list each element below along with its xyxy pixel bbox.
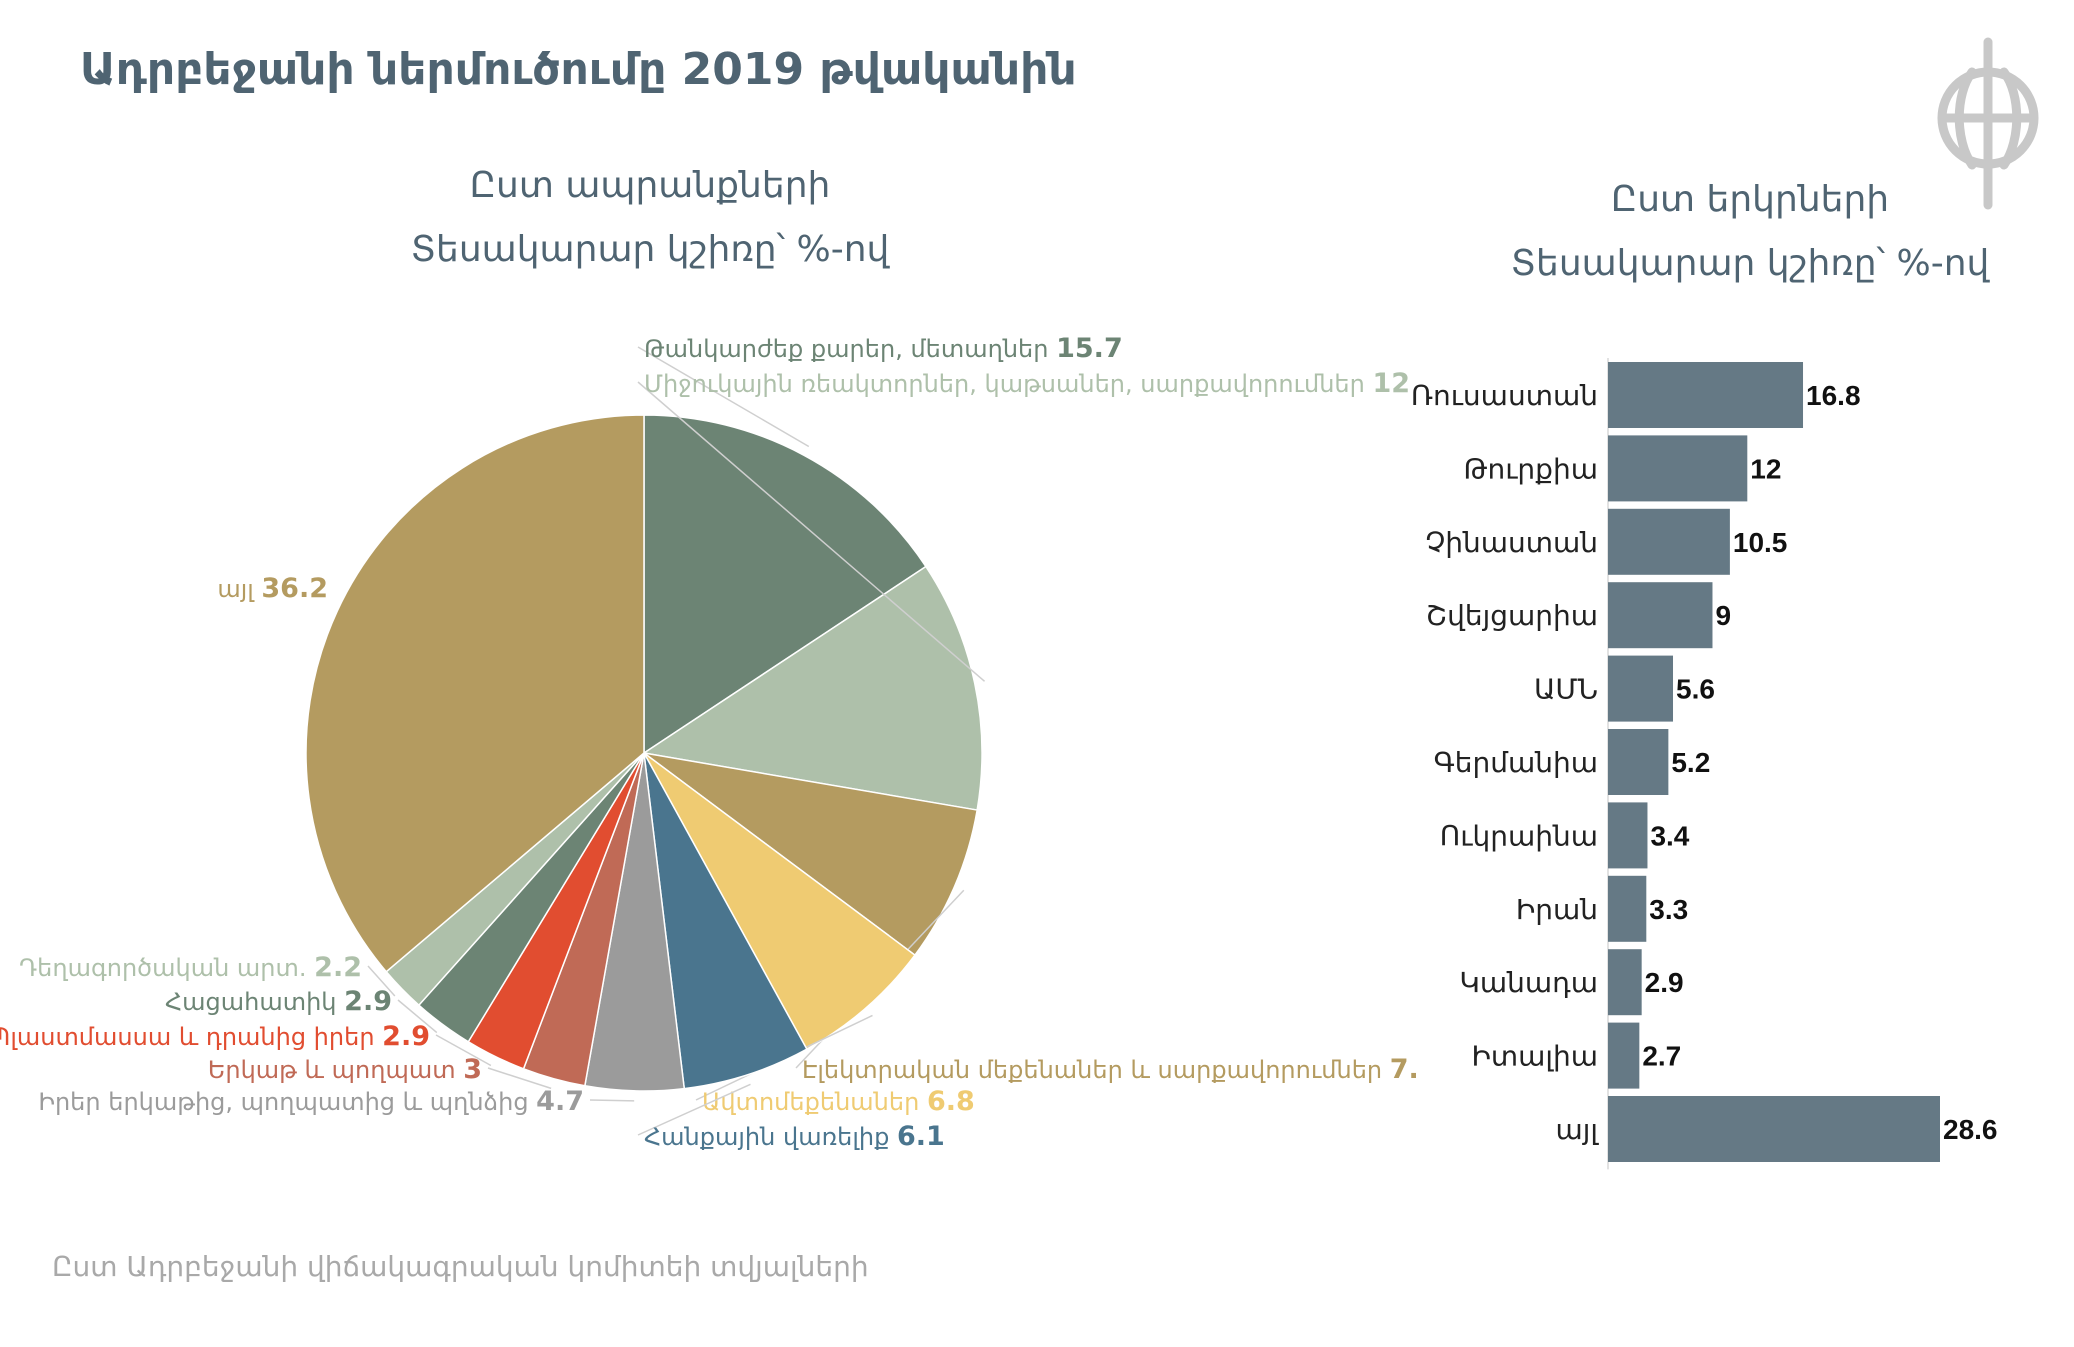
bar-value-label: 3.4 — [1650, 820, 1689, 851]
bar-subtitle-line1: Ըստ երկրների — [1610, 179, 1890, 220]
pie-leader-line — [487, 1067, 552, 1090]
bar — [1608, 802, 1648, 869]
bar — [1608, 875, 1647, 942]
pie-slice-value: 6.1 — [897, 1121, 945, 1152]
pie-slice-value: 4.7 — [536, 1086, 584, 1117]
bar — [1608, 1096, 1940, 1162]
pie-slice-label: այլ 36.2 — [217, 573, 328, 604]
pie-slice-value: 3 — [463, 1054, 482, 1085]
pie-slice-value: 36.2 — [261, 573, 328, 604]
bar-value-label: 2.9 — [1645, 967, 1684, 998]
pie-slice-name: Դեղագործական արտ. — [19, 954, 314, 982]
pie-slice-name: այլ — [217, 575, 261, 603]
pie-slice-name: Հանքային վառելիք — [644, 1123, 897, 1151]
bar-value-label: 3.3 — [1649, 894, 1688, 925]
pie-slice-label: Իրեր երկաթից, պողպատից և պղնձից 4.7 — [38, 1086, 584, 1117]
pie-slice-name: Ավտոմեքենաներ — [702, 1088, 927, 1116]
pie-slice-name: Միջուկային ռեակտորներ, կաթսաներ, սարքավո… — [644, 370, 1372, 398]
pie-subtitle-line2: Տեսակարար կշիռը՝ %-ով — [410, 229, 890, 270]
bar — [1608, 362, 1804, 428]
pie-leader-line — [637, 381, 986, 682]
pie-slice-label: Ավտոմեքենաներ 6.8 — [702, 1086, 975, 1117]
bar-value-label: 5.6 — [1676, 674, 1715, 705]
pie-chart-subtitle: Ըստ ապրանքների Տեսակարար կշիռը՝ %-ով — [290, 154, 1010, 282]
bar-value-label: 16.8 — [1806, 380, 1861, 411]
pie-slice-name: Էլեկտրական մեքենաներ և սարքավորումներ — [802, 1056, 1390, 1084]
pie-slice-name: Պլաստմասսա և դրանից իրեր — [0, 1023, 382, 1051]
bar-value-label: 9 — [1715, 600, 1731, 631]
pie-slice-label: Թանկարժեք քարեր, մետաղներ 15.7 — [644, 333, 1123, 364]
bar-value-label: 10.5 — [1733, 527, 1788, 558]
bar-category-label: Շվեյցարիա — [1426, 599, 1598, 632]
pie-leader-line — [637, 346, 810, 448]
pie-leader-line — [397, 999, 438, 1034]
pie-slice — [643, 752, 808, 1090]
pie-slice-value: 15.7 — [1056, 333, 1123, 364]
bar — [1608, 582, 1713, 649]
bar-category-label: Գերմանիա — [1434, 746, 1598, 779]
pie-slice-name: Թանկարժեք քարեր, մետաղներ — [644, 335, 1056, 363]
pie-slice-label: Երկաթ և պողպատ 3 — [208, 1054, 482, 1085]
bar-subtitle-line2: Տեսակարար կշիռը՝ %-ով — [1510, 243, 1990, 284]
pie-slice-name: Իրեր երկաթից, պողպատից և պղնձից — [38, 1088, 536, 1116]
bar-value-label: 2.7 — [1642, 1041, 1681, 1072]
page-title: Ադրբեջանի ներմուծումը 2019 թվականին — [80, 44, 1077, 95]
bar — [1608, 435, 1748, 502]
pie-leader-line — [589, 1099, 635, 1102]
bar — [1608, 1022, 1640, 1089]
bar-category-label: Կանադա — [1459, 966, 1598, 999]
bar-value-label: 5.2 — [1671, 747, 1710, 778]
bar-category-label: Չինաստան — [1425, 526, 1598, 559]
pie-leader-line — [367, 965, 396, 997]
pie-slice-value: 2.2 — [314, 952, 362, 983]
bar-value-label: 12 — [1750, 453, 1781, 484]
bar-category-label: Ռուսաստան — [1411, 379, 1598, 412]
bar-category-label: ԱՄՆ — [1534, 673, 1598, 706]
source-footnote: Ըստ Ադրբեջանի վիճակագրական կոմիտեի տվյալ… — [52, 1250, 869, 1283]
bar — [1608, 949, 1642, 1016]
pie-slice — [643, 752, 979, 957]
pie-slice-label: Հանքային վառելիք 6.1 — [644, 1121, 945, 1152]
bar-value-label: 28.6 — [1943, 1114, 1998, 1145]
bar-category-label: Ուկրաինա — [1440, 819, 1598, 852]
pie-slice-value: 2.9 — [344, 986, 392, 1017]
bar-chart-subtitle: Ըստ երկրների Տեսակարար կշիռը՝ %-ով — [1470, 168, 2030, 296]
pie-slice-value: 7. — [1390, 1054, 1419, 1085]
pie-slice — [643, 752, 916, 1051]
pie-leader-line — [435, 1034, 492, 1067]
pie-slice-label: Պլաստմասսա և դրանից իրեր 2.9 — [0, 1021, 430, 1052]
pie-slice-label: Էլեկտրական մեքենաներ և սարքավորումներ 7. — [802, 1054, 1419, 1085]
pie-slice-value: 6.8 — [927, 1086, 975, 1117]
bar-category-label: Թուրքիա — [1463, 452, 1598, 485]
pie-slice — [305, 414, 645, 973]
bar — [1608, 729, 1669, 795]
bar-category-label: Իրան — [1516, 893, 1598, 926]
pie-slice-name: Հացահատիկ — [165, 988, 344, 1016]
pie-slice-label: Դեղագործական արտ. 2.2 — [19, 952, 362, 983]
bar — [1608, 508, 1730, 575]
pie-slice-name: Երկաթ և պողպատ — [208, 1056, 463, 1084]
pie-subtitle-line1: Ըստ ապրանքների — [469, 165, 831, 206]
bar — [1608, 655, 1674, 722]
pie-leader-line — [637, 1083, 751, 1136]
pie-slice-label: Միջուկային ռեակտորներ, կաթսաներ, սարքավո… — [644, 368, 1410, 399]
bar-category-label: այլ — [1556, 1113, 1600, 1146]
pie-slice-label: Հացահատիկ 2.9 — [165, 986, 392, 1017]
bar-category-label: Իտալիա — [1471, 1040, 1598, 1073]
pie-slice — [642, 565, 983, 811]
pie-slice-value: 2.9 — [382, 1021, 430, 1052]
pie-slice-value: 12 — [1372, 368, 1410, 399]
